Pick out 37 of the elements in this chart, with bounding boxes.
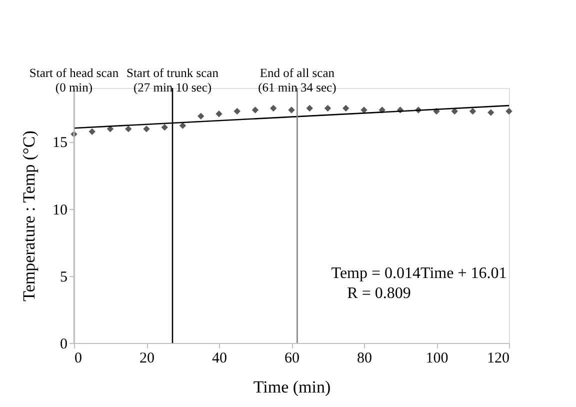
x-tick-label: 0 [74,350,82,366]
ref-line-label: Start of trunk scan (27 min 10 sec) [126,66,220,94]
y-tick-label: 15 [52,135,68,152]
x-tick-label: 100 [426,350,448,366]
point [324,104,332,112]
point [216,110,222,118]
point [125,126,132,132]
point [360,106,368,114]
y-tick-label: 0 [60,336,68,352]
point [143,126,150,132]
point [179,122,186,129]
x-tick-label: 80 [357,350,372,366]
point [106,126,114,132]
y-tick-label: 10 [52,202,68,218]
point [252,106,259,114]
point [469,108,476,115]
point [198,112,204,120]
annotation: Temp = 0.014Time + 16.01 [331,265,507,282]
point [270,104,277,112]
ref-line-label: Start of head scan (0 min) [29,66,120,94]
point [88,128,96,135]
x-tick-label: 20 [140,350,154,366]
x-axis-title: Time (min) [253,378,331,396]
y-axis-title: Temperature : Temp (°C) [20,130,38,302]
point [506,108,512,115]
annotation: R = 0.809 [347,285,411,302]
point [342,104,350,112]
x-tick-label: 120 [487,350,510,366]
x-tick-label: 40 [212,350,227,366]
x-tick-label: 60 [284,350,300,366]
point [306,104,313,112]
point [488,109,494,116]
point [161,124,168,131]
ref-line-label: End of all scan (61 min 34 sec) [258,66,336,94]
y-tick-label: 5 [60,269,68,286]
point [288,106,295,114]
point [234,108,240,115]
